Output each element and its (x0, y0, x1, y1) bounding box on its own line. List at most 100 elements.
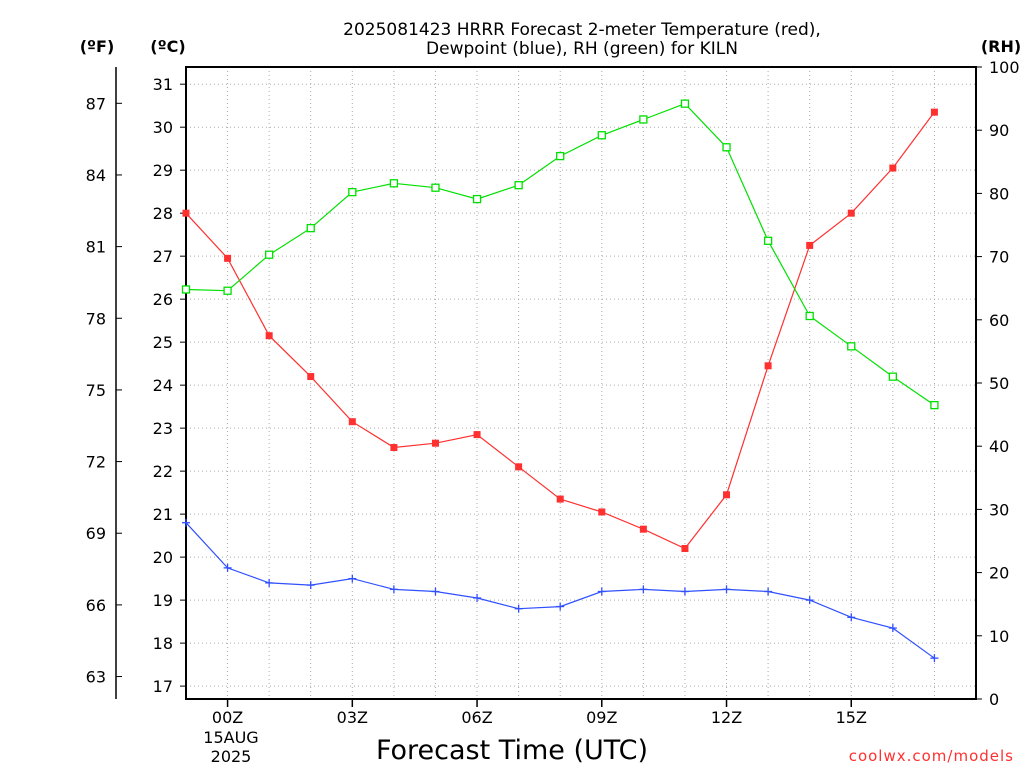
x-tick-label: 06Z (461, 708, 492, 727)
rh-tick-label: 40 (989, 437, 1009, 456)
rh-point (514, 181, 523, 190)
rh-tick-label: 100 (989, 58, 1020, 77)
rh-point (888, 372, 897, 381)
dewpoint-point (306, 581, 315, 590)
rh-point (639, 115, 648, 124)
series-layer (181, 99, 939, 663)
chart-title: 2025081423 HRRR Forecast 2-meter Tempera… (343, 20, 821, 40)
temperature-point (930, 108, 938, 116)
dewpoint-point (888, 624, 897, 633)
fahrenheit-tick-label: 75 (86, 381, 106, 400)
celsius-tick-label: 23 (153, 419, 173, 438)
x-axis-date-line2: 2025 (211, 747, 252, 766)
rh-tick-label: 50 (989, 374, 1009, 393)
rh-point (265, 250, 274, 259)
temperature-point (348, 418, 356, 426)
temperature-point (515, 463, 523, 471)
x-tick-label: 00Z (212, 708, 243, 727)
fahrenheit-unit-label: (ºF) (80, 37, 115, 56)
dewpoint-point (514, 604, 523, 613)
celsius-tick-label: 28 (153, 204, 173, 223)
rh-point (472, 194, 482, 204)
series-dewpoint (182, 518, 939, 663)
temperature-point (723, 491, 731, 499)
rh-tick-label: 20 (989, 564, 1009, 583)
celsius-tick-label: 30 (153, 118, 173, 137)
x-tick-label: 12Z (711, 708, 742, 727)
temperature-point (473, 431, 481, 439)
rh-tick-label: 10 (989, 627, 1009, 646)
rh-point (556, 151, 565, 161)
rh-point (763, 236, 773, 245)
celsius-tick-label: 20 (153, 548, 173, 567)
x-axis-label: Forecast Time (UTC) (376, 735, 648, 766)
celsius-tick-label: 27 (153, 247, 173, 266)
rh-point (431, 183, 440, 192)
temperature-point (889, 164, 897, 172)
celsius-unit-label: (ºC) (150, 37, 185, 56)
celsius-tick-label: 19 (153, 591, 173, 610)
rh-tick-label: 90 (989, 121, 1009, 140)
plot-frame (185, 66, 977, 700)
dewpoint-point (348, 574, 357, 583)
fahrenheit-tick-label: 69 (86, 524, 106, 543)
fahrenheit-tick-label: 63 (86, 668, 106, 687)
dewpoint-point (597, 587, 606, 596)
dewpoint-point (805, 596, 814, 605)
dewpoint-point (639, 585, 648, 594)
rh-point (597, 131, 606, 140)
celsius-tick-label: 31 (153, 75, 173, 94)
celsius-tick-label: 25 (153, 333, 173, 352)
grid (186, 67, 976, 699)
dewpoint-point (473, 593, 482, 602)
rh-unit-label: (RH) (981, 37, 1021, 56)
temperature-point (639, 525, 647, 533)
fahrenheit-tick-label: 81 (86, 238, 106, 257)
rh-point (181, 285, 191, 294)
fahrenheit-tick-label: 78 (86, 309, 106, 328)
chart-subtitle: Dewpoint (blue), RH (green) for KILN (426, 39, 738, 59)
celsius-tick-label: 22 (153, 462, 173, 481)
dewpoint-point (431, 587, 440, 596)
temperature-point (431, 439, 439, 447)
dewpoint-point (847, 613, 856, 622)
dewpoint-point (265, 578, 274, 587)
rh-tick-label: 0 (989, 690, 999, 709)
fahrenheit-tick-label: 66 (86, 596, 106, 615)
temperature-point (265, 332, 273, 340)
x-tick-label: 15Z (836, 708, 867, 727)
series-temperature (182, 108, 938, 553)
fahrenheit-tick-label: 84 (86, 166, 106, 185)
temperature-point (556, 495, 564, 503)
celsius-tick-label: 26 (153, 290, 173, 309)
dewpoint-point (556, 602, 565, 611)
x-tick-label: 03Z (337, 708, 368, 727)
x-tick-label: 09Z (586, 708, 617, 727)
rh-point (930, 400, 939, 410)
series-rh (181, 99, 939, 410)
rh-tick-label: 60 (989, 311, 1009, 330)
temperature-point (307, 373, 315, 381)
dewpoint-point (722, 585, 731, 594)
rh-tick-label: 70 (989, 248, 1009, 267)
rh-point (680, 99, 690, 108)
rh-point (722, 143, 731, 152)
rh-point (805, 311, 814, 321)
dewpoint-point (389, 585, 398, 594)
temperature-point (764, 362, 772, 370)
rh-point (306, 224, 315, 233)
temperature-point (182, 209, 190, 217)
axes: 17 18 19 20 21 22 23 24 25 26 27 28 29 30 31 63 66 69 72 75… (86, 58, 1020, 727)
temperature-point (224, 254, 232, 262)
x-axis-date-line1: 15AUG (203, 728, 258, 747)
rh-tick-label: 30 (989, 500, 1009, 519)
rh-point (847, 342, 856, 351)
dewpoint-point (182, 518, 190, 527)
temperature-point (806, 241, 814, 249)
dewpoint-point (930, 654, 939, 663)
dewpoint-point (764, 587, 773, 596)
watermark: coolwx.com/models (849, 747, 1014, 765)
rh-tick-label: 80 (989, 184, 1009, 203)
dewpoint-point (680, 587, 689, 596)
